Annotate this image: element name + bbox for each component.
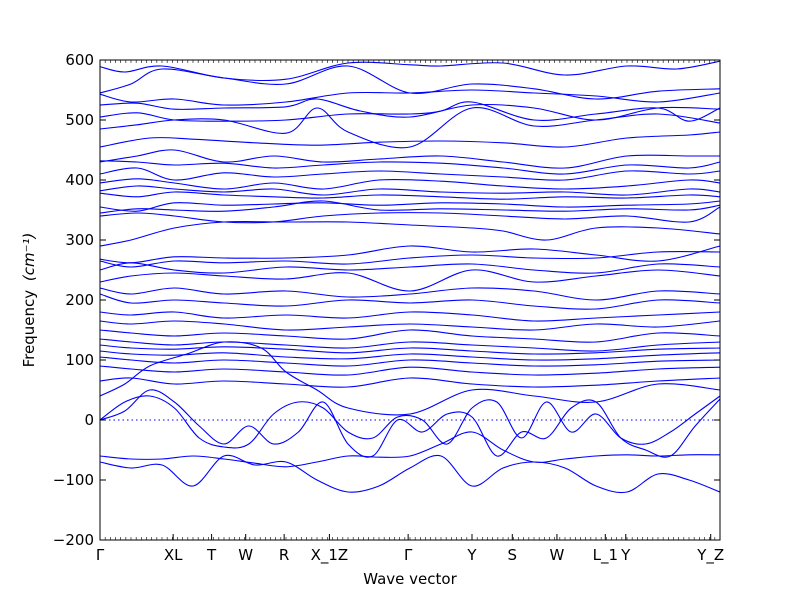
band-line-11 (99, 178, 721, 190)
band-line-1 (99, 60, 721, 82)
y-tick-label: 300 (65, 231, 94, 249)
band-line-2 (99, 65, 721, 100)
band-line-19 (99, 251, 721, 268)
y-axis-label-unit: (cm⁻¹) (20, 233, 38, 282)
band-line-9 (99, 160, 721, 175)
band-line-10 (99, 167, 721, 181)
x-tick-label: Γ (96, 546, 105, 564)
band-line-12 (99, 185, 721, 196)
band-line-28 (99, 344, 721, 355)
x-tick-label: XL (164, 546, 183, 564)
band-line-22 (99, 287, 721, 301)
x-tick-label: L_1 (593, 546, 618, 565)
band-line-17 (99, 221, 721, 247)
band-line-8 (99, 149, 720, 169)
y-axis-label-text: Frequency (20, 290, 38, 368)
x-tick-label: Y (466, 546, 477, 564)
band-line-26 (99, 329, 721, 343)
y-axis: −200 −100 0 100 200 300 400 500 600 (53, 51, 720, 549)
band-line-18 (99, 245, 721, 264)
band-line-30 (99, 356, 721, 367)
band-line-15 (99, 200, 721, 214)
y-tick-label: −200 (53, 531, 94, 549)
x-tick-label: Y (620, 546, 631, 564)
band-line-21 (99, 269, 721, 292)
band-line-29 (99, 350, 721, 361)
band-line-16 (99, 206, 721, 224)
band-line-14 (99, 200, 721, 212)
x-tick-label: T (206, 546, 217, 564)
x-tick-label: W (238, 546, 253, 564)
band-line-20 (99, 262, 721, 274)
x-tick-label: Y_Z (696, 546, 724, 565)
band-line-4 (99, 98, 721, 121)
band-line-27 (99, 338, 721, 352)
band-line-25 (99, 320, 721, 331)
band-line-7 (99, 131, 721, 148)
y-axis-label: Frequency (cm⁻¹) (20, 233, 38, 368)
band-line-35 (99, 389, 721, 458)
band-line-31 (99, 365, 721, 376)
y-tick-label: 500 (65, 111, 94, 129)
band-line-5 (99, 101, 721, 122)
x-tick-label: Γ (404, 546, 413, 564)
y-tick-label: −100 (53, 471, 94, 489)
band-line-33 (99, 341, 721, 416)
y-tick-label: 0 (84, 411, 94, 429)
band-line-36 (99, 431, 721, 468)
band-line-37 (99, 454, 721, 494)
x-tick-label: W (550, 546, 565, 564)
band-line-32 (99, 377, 721, 388)
band-line-13 (99, 191, 721, 200)
x-axis: Γ XL T W R X_1Z Γ Y S W L_1 Y Y_Z (96, 60, 724, 565)
x-axis-label: Wave vector (363, 570, 457, 588)
plot-area (99, 60, 721, 494)
y-tick-label: 200 (65, 291, 94, 309)
y-tick-label: 400 (65, 171, 94, 189)
y-tick-label: 100 (65, 351, 94, 369)
x-tick-label: S (508, 546, 518, 564)
band-line-6 (99, 107, 721, 149)
x-tick-label: X_1Z (311, 546, 349, 565)
band-line-24 (99, 311, 721, 322)
band-line-34 (99, 395, 721, 449)
band-line-23 (99, 293, 721, 310)
y-tick-label: 600 (65, 51, 94, 69)
x-tick-label: R (279, 546, 289, 564)
band-line-3 (99, 89, 721, 106)
